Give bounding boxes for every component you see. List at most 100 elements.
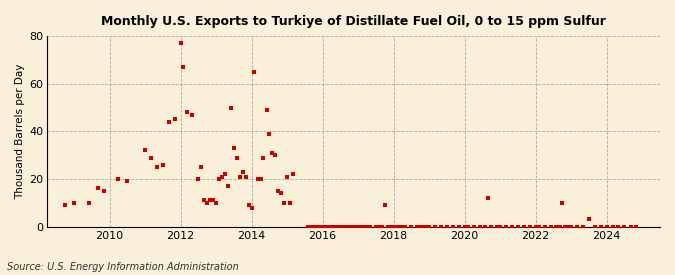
- Point: [211, 200, 221, 205]
- Point: [373, 224, 384, 229]
- Point: [234, 174, 245, 179]
- Point: [385, 224, 396, 229]
- Point: [273, 189, 284, 193]
- Point: [219, 172, 230, 176]
- Point: [151, 165, 162, 169]
- Point: [566, 224, 576, 229]
- Point: [223, 184, 234, 188]
- Point: [483, 196, 494, 200]
- Point: [379, 203, 390, 207]
- Point: [391, 224, 402, 229]
- Point: [353, 224, 364, 229]
- Point: [557, 200, 568, 205]
- Point: [302, 224, 313, 229]
- Point: [382, 224, 393, 229]
- Point: [182, 110, 192, 114]
- Point: [252, 177, 263, 181]
- Point: [326, 224, 337, 229]
- Point: [397, 224, 408, 229]
- Point: [176, 41, 186, 45]
- Point: [285, 200, 296, 205]
- Point: [213, 177, 224, 181]
- Point: [335, 224, 346, 229]
- Point: [495, 224, 506, 229]
- Point: [371, 224, 381, 229]
- Point: [261, 108, 272, 112]
- Point: [631, 224, 642, 229]
- Point: [418, 224, 429, 229]
- Point: [356, 224, 367, 229]
- Y-axis label: Thousand Barrels per Day: Thousand Barrels per Day: [15, 64, 25, 199]
- Point: [347, 224, 358, 229]
- Point: [264, 131, 275, 136]
- Point: [394, 224, 405, 229]
- Point: [146, 155, 157, 160]
- Point: [364, 224, 375, 229]
- Point: [178, 65, 189, 69]
- Point: [217, 174, 227, 179]
- Point: [441, 224, 452, 229]
- Point: [208, 198, 219, 203]
- Point: [232, 155, 242, 160]
- Point: [475, 224, 485, 229]
- Point: [255, 177, 266, 181]
- Point: [193, 177, 204, 181]
- Point: [60, 203, 71, 207]
- Point: [518, 224, 529, 229]
- Point: [584, 217, 595, 222]
- Point: [578, 224, 589, 229]
- Point: [539, 224, 550, 229]
- Point: [533, 224, 544, 229]
- Point: [524, 224, 535, 229]
- Point: [501, 224, 512, 229]
- Point: [572, 224, 583, 229]
- Title: Monthly U.S. Exports to Turkiye of Distillate Fuel Oil, 0 to 15 ppm Sulfur: Monthly U.S. Exports to Turkiye of Disti…: [101, 15, 606, 28]
- Point: [359, 224, 370, 229]
- Point: [388, 224, 399, 229]
- Point: [281, 174, 292, 179]
- Point: [163, 120, 174, 124]
- Point: [554, 224, 565, 229]
- Point: [113, 177, 124, 181]
- Point: [590, 224, 601, 229]
- Point: [545, 224, 556, 229]
- Point: [625, 224, 636, 229]
- Point: [92, 186, 103, 191]
- Point: [311, 224, 322, 229]
- Point: [238, 170, 248, 174]
- Point: [619, 224, 630, 229]
- Point: [169, 117, 180, 122]
- Point: [412, 224, 423, 229]
- Point: [421, 224, 432, 229]
- Point: [275, 191, 286, 196]
- Point: [341, 224, 352, 229]
- Point: [595, 224, 606, 229]
- Point: [84, 200, 95, 205]
- Point: [187, 112, 198, 117]
- Point: [453, 224, 464, 229]
- Point: [512, 224, 523, 229]
- Point: [246, 205, 257, 210]
- Point: [332, 224, 343, 229]
- Point: [338, 224, 349, 229]
- Point: [415, 224, 426, 229]
- Point: [244, 203, 254, 207]
- Point: [435, 224, 446, 229]
- Point: [140, 148, 151, 153]
- Point: [344, 224, 354, 229]
- Point: [459, 224, 470, 229]
- Point: [608, 224, 618, 229]
- Point: [400, 224, 411, 229]
- Point: [288, 172, 298, 176]
- Point: [225, 105, 236, 110]
- Point: [492, 224, 503, 229]
- Point: [205, 198, 215, 203]
- Point: [320, 224, 331, 229]
- Text: Source: U.S. Energy Information Administration: Source: U.S. Energy Information Administ…: [7, 262, 238, 272]
- Point: [308, 224, 319, 229]
- Point: [329, 224, 340, 229]
- Point: [448, 224, 458, 229]
- Point: [560, 224, 570, 229]
- Point: [317, 224, 328, 229]
- Point: [531, 224, 541, 229]
